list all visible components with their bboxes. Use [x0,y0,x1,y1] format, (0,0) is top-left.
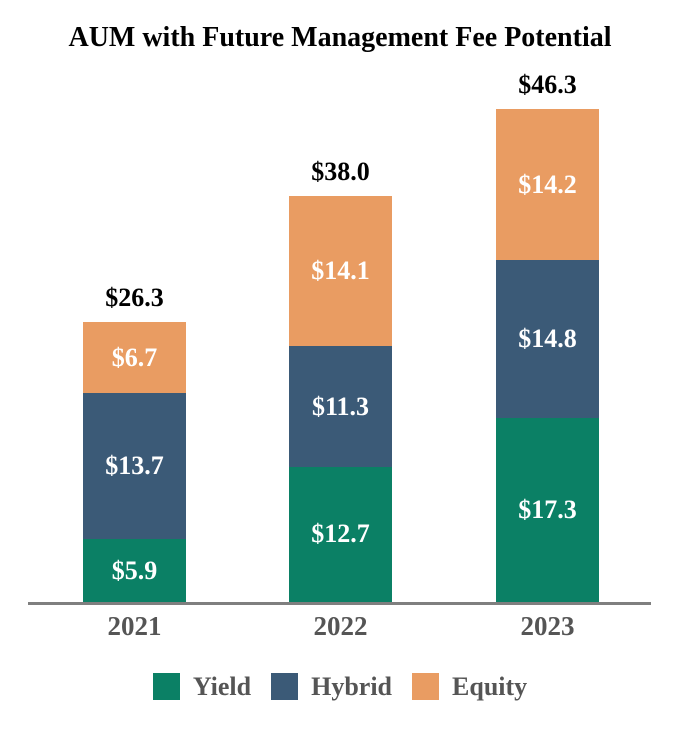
bar-segment-hybrid-2021: $13.7 [83,393,186,540]
bar-total-label-2021: $26.3 [105,282,164,312]
bar-segment-hybrid-2023: $14.8 [496,260,599,418]
segment-value-label: $14.1 [311,256,370,286]
legend-item-hybrid: Hybrid [271,673,392,700]
bar-group-2023: $46.3 $14.2 $14.8 $17.3 [496,69,599,602]
bar-segment-hybrid-2022: $11.3 [289,346,392,467]
bar-group-2021: $26.3 $6.7 $13.7 $5.9 [83,282,186,602]
x-axis-label-2021: 2021 [107,611,162,641]
legend-item-yield: Yield [152,671,252,701]
stacked-bar-2022: $14.1 $11.3 $12.7 [289,196,392,602]
legend-swatch-equity [412,673,440,700]
stacked-bar-2021: $6.7 $13.7 $5.9 [83,321,186,602]
legend-label-hybrid: Hybrid [311,671,393,701]
segment-value-label: $12.7 [311,519,370,549]
legend-swatch-hybrid [271,673,299,700]
stacked-bar-2023: $14.2 $14.8 $17.3 [496,109,599,602]
bar-total-label-2023: $46.3 [518,69,577,99]
segment-value-label: $13.7 [105,451,164,481]
legend-label-yield: Yield [192,671,252,701]
x-axis-label-2022: 2022 [313,611,368,641]
bar-segment-equity-2022: $14.1 [289,196,392,347]
bar-group-2022: $38.0 $14.1 $11.3 $12.7 [289,156,392,602]
segment-value-label: $5.9 [111,555,158,585]
x-axis-line [28,602,651,605]
segment-value-label: $14.8 [518,324,577,354]
x-axis-label-2023: 2023 [520,611,575,641]
bar-segment-yield-2023: $17.3 [496,417,599,602]
segment-value-label: $11.3 [311,391,370,421]
chart-legend: Yield Hybrid Equity [0,673,680,700]
bar-segment-yield-2021: $5.9 [83,539,186,602]
legend-label-equity: Equity [452,671,528,701]
bar-segment-yield-2022: $12.7 [289,466,392,602]
bar-total-label-2022: $38.0 [311,157,370,187]
segment-value-label: $6.7 [111,342,158,372]
legend-item-equity: Equity [412,673,527,700]
segment-value-label: $14.2 [518,169,577,199]
chart-title: AUM with Future Management Fee Potential [68,22,612,53]
segment-value-label: $17.3 [518,494,577,524]
bar-segment-equity-2021: $6.7 [83,321,186,394]
bar-segment-equity-2023: $14.2 [496,109,599,261]
legend-swatch-yield [152,673,180,700]
